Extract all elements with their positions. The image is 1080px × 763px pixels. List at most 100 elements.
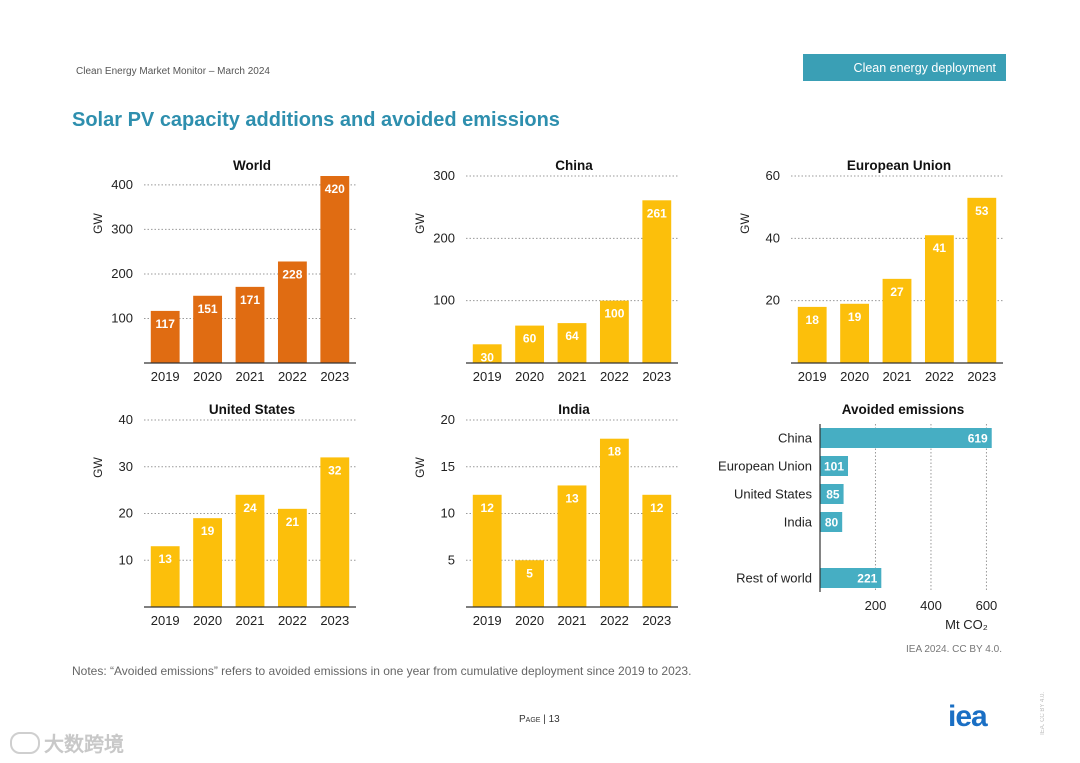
y-tick-label: 60 [766,168,780,183]
chart-eu: European Union GW 20 40 60 18 2019 19 2020 27 2021… [723,152,1033,392]
watermark-icon [10,731,40,754]
x-tick-label: 2020 [515,369,544,384]
x-tick-label: 2022 [925,369,954,384]
bar [150,310,180,363]
data-label: 60 [523,332,537,346]
data-label: 19 [848,310,862,324]
x-tick-label: 2021 [883,369,912,384]
chart-us-svg: United States GW 10 20 30 40 13 2019 19 2020 24 202… [91,402,356,628]
data-label: 12 [650,501,664,515]
x-tick-label: 2022 [278,369,307,384]
bar [840,303,870,363]
bar [193,295,223,363]
x-tick-label: 600 [976,598,998,613]
x-tick-label: 2022 [600,613,629,628]
y-tick-label: 300 [433,168,455,183]
x-tick-label: 2023 [320,613,349,628]
x-tick-label: 2019 [473,369,502,384]
x-tick-label: 2023 [320,369,349,384]
data-label: 53 [975,204,989,218]
data-label: 41 [933,241,947,255]
chart-world-svg: World GW 100 200 300 400 117 2019 151 2020 171 2021… [91,158,356,384]
y-axis-label: GW [91,213,105,234]
x-tick-label: 2019 [151,369,180,384]
source-credit: IEA 2024. CC BY 4.0. [906,644,1002,655]
chart-title: European Union [847,158,951,173]
y-axis-label: GW [413,457,427,478]
data-label: 19 [201,524,215,538]
y-tick-label: 20 [441,412,455,427]
chart-us: United States GW 10 20 30 40 13 2019 19 2020 24 202… [76,396,386,636]
data-label: 13 [159,552,173,566]
chart-eu-svg: European Union GW 20 40 60 18 2019 19 2020 27 2021… [738,158,1003,384]
chart-china-svg: China GW 100 200 300 30 2019 60 2020 64 2021 100 202… [413,158,678,384]
bar [193,518,223,607]
bar [820,456,849,476]
x-tick-label: 200 [865,598,887,613]
y-category-label: Rest of world [736,571,812,586]
y-tick-label: 400 [111,177,133,192]
chart-title: India [558,402,590,417]
page-number-value: | 13 [543,714,560,725]
watermark: 大数跨境 [10,728,124,757]
bar [150,546,180,607]
y-category-label: China [778,431,813,446]
chart-title: United States [209,402,295,417]
data-label: 18 [806,313,820,327]
section-badge: Clean energy deployment [803,54,1006,81]
data-label: 101 [824,460,844,474]
y-axis-label: GW [738,213,752,234]
y-tick-label: 200 [111,266,133,281]
x-axis-label: Mt CO₂ [945,617,988,632]
chart-india-svg: India GW 5 10 15 20 12 2019 5 2020 13 2021 18 2022 12 2… [413,402,678,628]
bar [797,306,827,363]
data-label: 100 [604,307,624,321]
x-tick-label: 2020 [193,613,222,628]
y-tick-label: 40 [766,230,780,245]
data-label: 21 [286,515,300,529]
y-category-label: European Union [718,459,812,474]
y-tick-label: 200 [433,230,455,245]
bar [820,512,843,532]
data-label: 420 [325,182,345,196]
iea-logo: iea [948,700,988,733]
data-label: 261 [647,206,667,220]
data-label: 151 [198,302,218,316]
y-tick-label: 30 [119,459,133,474]
x-tick-label: 2022 [600,369,629,384]
page-title: Solar PV capacity additions and avoided … [72,109,560,131]
data-label: 18 [608,445,622,459]
bar [642,200,672,363]
y-axis-label: GW [91,457,105,478]
chart-world: World GW 100 200 300 400 117 2019 151 2020 171 2021… [76,152,386,392]
data-label: 24 [243,501,257,515]
chart-title: Avoided emissions [842,402,965,417]
x-tick-label: 2021 [558,613,587,628]
y-tick-label: 10 [119,552,133,567]
bar [277,261,307,363]
bar [320,457,350,607]
bar [642,494,672,607]
x-tick-label: 2019 [798,369,827,384]
chart-title: China [555,158,593,173]
data-label: 117 [156,317,176,331]
y-tick-label: 15 [441,459,455,474]
bar [515,325,545,363]
data-label: 228 [282,267,302,281]
bar [472,494,502,607]
data-label: 30 [481,350,495,364]
y-tick-label: 20 [119,506,133,521]
y-tick-label: 100 [433,293,455,308]
page-number: Page | 13 [519,714,560,725]
data-label: 80 [825,516,839,530]
x-tick-label: 2019 [151,613,180,628]
bar [235,494,265,607]
bar [820,428,992,448]
x-tick-label: 2022 [278,613,307,628]
x-tick-label: 2021 [236,613,265,628]
x-tick-label: 2021 [236,369,265,384]
data-label: 85 [826,488,840,502]
notes: Notes: “Avoided emissions” refers to avo… [72,664,692,678]
chart-title: World [233,158,271,173]
watermark-text: 大数跨境 [44,734,124,756]
